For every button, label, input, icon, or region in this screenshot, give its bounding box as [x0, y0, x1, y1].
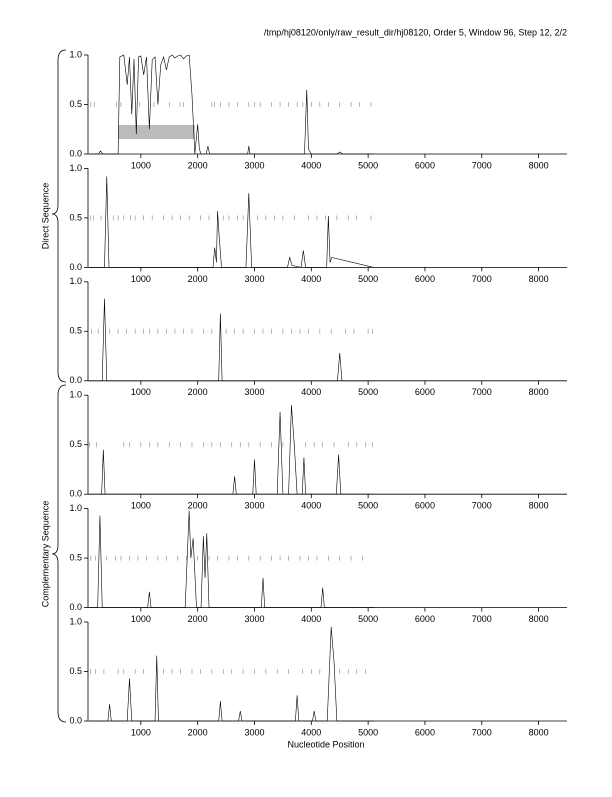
x-tick-label: 8000	[529, 501, 549, 511]
x-tick-label: 6000	[415, 387, 435, 397]
y-tick-label: 0.0	[69, 375, 82, 385]
y-tick-label: 1.0	[69, 390, 82, 400]
x-axis-label: Nucleotide Position	[287, 739, 364, 749]
y-tick-label: 0.5	[69, 326, 82, 336]
x-tick-label: 2000	[188, 387, 208, 397]
y-tick-label: 1.0	[69, 276, 82, 286]
y-tick-label: 0.5	[69, 212, 82, 222]
trace-line	[89, 405, 374, 495]
x-tick-label: 8000	[529, 387, 549, 397]
x-tick-label: 7000	[472, 387, 492, 397]
x-tick-label: 7000	[472, 274, 492, 284]
y-tick-label: 1.0	[69, 503, 82, 513]
x-tick-label: 4000	[301, 274, 321, 284]
x-tick-label: 5000	[358, 160, 378, 170]
x-tick-label: 8000	[529, 160, 549, 170]
x-tick-label: 3000	[244, 614, 264, 624]
x-tick-label: 7000	[472, 727, 492, 737]
x-tick-label: 4000	[301, 614, 321, 624]
y-tick-label: 1.0	[69, 616, 82, 626]
x-tick-label: 6000	[415, 614, 435, 624]
x-tick-label: 2000	[188, 614, 208, 624]
x-tick-label: 1000	[131, 274, 151, 284]
x-tick-label: 6000	[415, 501, 435, 511]
trace-line	[89, 626, 374, 722]
trace-line	[89, 298, 374, 382]
trace-line	[89, 176, 374, 268]
y-tick-label: 0.0	[69, 602, 82, 612]
x-tick-label: 8000	[529, 727, 549, 737]
y-tick-label: 0.0	[69, 262, 82, 272]
x-tick-label: 6000	[415, 160, 435, 170]
x-tick-label: 5000	[358, 274, 378, 284]
trace-line	[89, 54, 374, 155]
x-tick-label: 5000	[358, 387, 378, 397]
x-tick-label: 3000	[244, 274, 264, 284]
x-tick-label: 6000	[415, 727, 435, 737]
x-tick-label: 4000	[301, 727, 321, 737]
x-tick-label: 3000	[244, 727, 264, 737]
x-tick-label: 5000	[358, 501, 378, 511]
page-title: /tmp/hj08120/only/raw_result_dir/hj08120…	[264, 27, 567, 37]
trace-line	[89, 510, 374, 608]
x-tick-label: 1000	[131, 727, 151, 737]
x-tick-label: 2000	[188, 501, 208, 511]
y-tick-label: 1.0	[69, 163, 82, 173]
y-tick-label: 0.5	[69, 99, 82, 109]
direct-label: Direct Sequence	[40, 183, 50, 250]
y-tick-label: 0.0	[69, 148, 82, 158]
x-tick-label: 3000	[244, 387, 264, 397]
x-tick-label: 5000	[358, 614, 378, 624]
y-tick-label: 0.0	[69, 715, 82, 725]
x-tick-label: 8000	[529, 614, 549, 624]
x-tick-label: 4000	[301, 160, 321, 170]
y-tick-label: 0.5	[69, 666, 82, 676]
y-tick-label: 1.0	[69, 49, 82, 59]
complementary-brace	[51, 384, 67, 723]
x-tick-label: 7000	[472, 614, 492, 624]
x-tick-label: 7000	[472, 501, 492, 511]
x-tick-label: 3000	[244, 160, 264, 170]
x-tick-label: 1000	[131, 160, 151, 170]
x-tick-label: 1000	[131, 387, 151, 397]
x-tick-label: 4000	[301, 501, 321, 511]
x-tick-label: 2000	[188, 727, 208, 737]
x-tick-label: 1000	[131, 501, 151, 511]
x-tick-label: 7000	[472, 160, 492, 170]
y-tick-label: 0.5	[69, 439, 82, 449]
x-tick-label: 2000	[188, 274, 208, 284]
x-tick-label: 2000	[188, 160, 208, 170]
x-tick-label: 8000	[529, 274, 549, 284]
complementary-label: Complementary Sequence	[40, 501, 50, 608]
x-tick-label: 6000	[415, 274, 435, 284]
direct-brace	[51, 49, 67, 383]
x-tick-label: 1000	[131, 614, 151, 624]
x-tick-label: 5000	[358, 727, 378, 737]
y-tick-label: 0.0	[69, 489, 82, 499]
x-tick-label: 3000	[244, 501, 264, 511]
x-tick-label: 4000	[301, 387, 321, 397]
y-tick-label: 0.5	[69, 552, 82, 562]
gene-region	[118, 125, 195, 139]
